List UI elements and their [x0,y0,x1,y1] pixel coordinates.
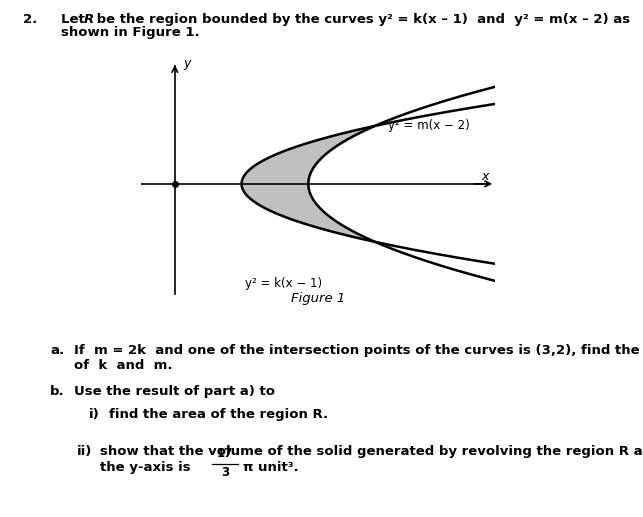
Text: find the area of the region R.: find the area of the region R. [109,408,329,421]
Text: Figure 1: Figure 1 [291,292,345,305]
Text: 17: 17 [217,447,233,460]
Text: Use the result of part a) to: Use the result of part a) to [74,385,275,398]
Text: y² = k(x − 1): y² = k(x − 1) [245,277,322,290]
Text: the y-axis is: the y-axis is [100,461,195,474]
Text: x: x [482,170,489,183]
Text: y² = m(x − 2): y² = m(x − 2) [388,118,470,132]
Text: shown in Figure 1.: shown in Figure 1. [61,26,200,39]
Text: i): i) [89,408,100,421]
Text: show that the volume of the solid generated by revolving the region R about: show that the volume of the solid genera… [100,445,643,458]
Text: π unit³.: π unit³. [243,461,299,474]
Text: be the region bounded by the curves y² = k(x – 1)  and  y² = m(x – 2) as: be the region bounded by the curves y² =… [92,13,630,26]
Text: b.: b. [50,385,65,398]
Text: R: R [84,13,94,26]
Text: If  m = 2k  and one of the intersection points of the curves is (3,2), find the : If m = 2k and one of the intersection po… [74,344,643,357]
Text: Let: Let [61,13,89,26]
Text: a.: a. [50,344,64,357]
Text: ii): ii) [77,445,93,458]
Text: of  k  and  m.: of k and m. [74,359,172,372]
Text: y: y [183,57,190,70]
Text: 2.: 2. [23,13,37,26]
Text: 3: 3 [221,466,229,479]
